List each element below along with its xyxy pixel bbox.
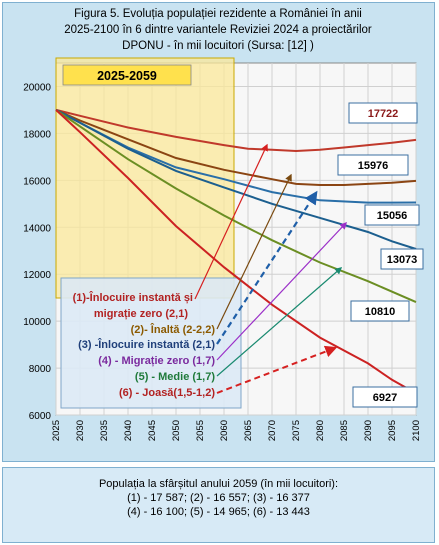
x-tick-label: 2035 (99, 420, 110, 441)
x-tick-label: 2075 (291, 420, 302, 441)
chart-title-line: Figura 5. Evoluția populației rezidente … (74, 8, 362, 20)
end-label-box (348, 102, 418, 124)
y-tick-label: 10000 (23, 317, 51, 328)
end-label: 17722 (368, 108, 399, 120)
end-label: 13073 (387, 254, 418, 266)
end-label-box (337, 154, 409, 176)
x-tick-label: 2070 (267, 420, 278, 441)
end-label-box (350, 300, 410, 322)
series-line-2 (55, 108, 417, 186)
pointer-arrow-6 (216, 345, 338, 394)
series-line-1 (55, 108, 417, 153)
end-label: 15056 (377, 210, 408, 222)
end-label: 6927 (373, 392, 397, 404)
end-label: 15976 (358, 160, 389, 172)
chart-title-line: DPONU - în mii locuitori (Sursa: [12] ) (122, 40, 314, 52)
x-tick-label: 2045 (147, 420, 158, 441)
x-tick-label: 2100 (411, 420, 422, 441)
summary-row-1: (1) - 17 587; (2) - 16 557; (3) - 16 377 (127, 492, 310, 504)
y-tick-label: 8000 (29, 364, 52, 375)
series-line-6 (55, 109, 417, 395)
x-tick-label: 2040 (123, 420, 134, 441)
chart-frame: Figura 5. Evoluția populației rezidente … (2, 2, 435, 462)
pointer-arrow-1 (194, 143, 268, 300)
legend-entry-3: (3) -Înlocuire instantă (2,1) (78, 338, 215, 351)
x-tick-label: 2085 (339, 420, 350, 441)
summary-box: Populația la sfârșitul anului 2059 (în m… (2, 467, 435, 543)
legend-entry-1-line2: migrație zero (2,1) (94, 308, 188, 320)
summary-row-2: (4) - 16 100; (5) - 14 965; (6) - 13 443 (127, 506, 310, 518)
y-tick-label: 20000 (23, 82, 51, 93)
pointer-arrow-5 (216, 267, 343, 377)
pointer-arrow-3 (216, 190, 318, 345)
x-tick-label: 2050 (171, 420, 182, 441)
population-chart: Figura 5. Evoluția populației rezidente … (23, 8, 424, 441)
y-tick-label: 12000 (23, 270, 51, 281)
x-tick-label: 2025 (51, 420, 62, 441)
pointer-arrow-4 (216, 221, 347, 361)
y-tick-label: 18000 (23, 129, 51, 140)
x-tick-label: 2060 (219, 420, 230, 441)
highlight-band-label: 2025-2059 (97, 69, 157, 83)
x-tick-label: 2055 (195, 420, 206, 441)
highlight-band (55, 57, 235, 299)
x-tick-label: 2080 (315, 420, 326, 441)
summary-title: Populația la sfârșitul anului 2059 (în m… (98, 478, 339, 490)
pointer-arrow-2 (216, 173, 292, 330)
x-tick-label: 2095 (387, 420, 398, 441)
x-tick-label: 2030 (75, 420, 86, 441)
highlight-band-label-box (62, 64, 192, 86)
end-label-box (380, 248, 424, 270)
legend-entry-1: (1)-Înlocuire instantă și (73, 291, 193, 304)
legend-box (60, 277, 242, 409)
y-tick-label: 14000 (23, 223, 51, 234)
series-line-5 (55, 109, 417, 304)
legend-entry-5: (5) - Medie (1,7) (135, 371, 215, 383)
x-tick-label: 2090 (363, 420, 374, 441)
y-tick-label: 6000 (29, 411, 52, 422)
series-line-4 (55, 109, 417, 250)
end-label: 10810 (365, 306, 396, 318)
legend-entry-4: (4) - Migrație zero (1,7) (98, 355, 215, 367)
legend-entry-2: (2)- Înaltă (2-2,2) (131, 323, 216, 336)
end-label-box (364, 204, 420, 226)
y-tick-label: 16000 (23, 176, 51, 187)
legend-entry-6: (6) - Joasă(1,5-1,2) (119, 387, 215, 399)
chart-title-line: 2025-2100 în 6 dintre variantele Revizie… (64, 24, 372, 36)
x-tick-label: 2065 (243, 420, 254, 441)
end-label-box (352, 386, 418, 408)
